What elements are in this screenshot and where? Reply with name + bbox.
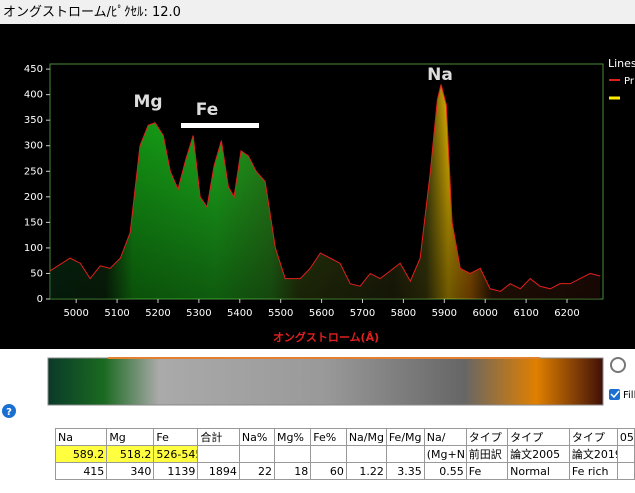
y-tick-label: 250 [24,166,43,177]
table-cell: Mg% [273,428,312,446]
table-cell [616,462,635,480]
table-cell [345,445,387,463]
y-tick-label: 0 [37,294,43,305]
table-cell: Fe [153,428,199,446]
x-tick-label: 6200 [554,308,579,319]
scale-label: オングストローム/ﾋﾟｸｾﾙ: 12.0 [0,0,635,25]
x-tick-label: 5700 [350,308,375,319]
table-cell [616,445,635,463]
table-cell: Fe rich [568,462,618,480]
table-cell: 合計 [197,428,240,446]
table-cell: Fe [465,462,509,480]
x-tick-label: 5300 [186,308,211,319]
x-axis-title: オングストローム(Å) [273,330,379,344]
help-glyph: ? [6,407,12,418]
table-cell: 60 [310,462,347,480]
table-cell: 1139 [153,462,199,480]
table-cell: タイプ [465,428,509,446]
table-cell: Na% [238,428,276,446]
fe-range-bar [181,123,259,128]
y-tick-label: 150 [24,217,43,228]
spectrum-strip [47,357,604,406]
table-row: Na Mg Fe 合計 Na% Mg% Fe% Na/Mg Fe/Mg Na/タイプ タイプ タイプ 0… [54,428,635,446]
y-tick-label: 450 [24,64,43,75]
legend-title: Lines [608,57,635,70]
spectrum-fill [50,84,601,299]
y-tick-label: 200 [24,192,43,203]
y-tick-label: 300 [24,141,43,152]
table-cell: 論文2005 [507,445,570,463]
settings-icon[interactable] [610,357,626,373]
fill-label: Fill [623,390,635,401]
table-row: 415 340 1139 1894 22 18 60 1.22 3.35 0.55 Fe Normal… [54,462,635,480]
chart: Mg Fe Na Lines オングストローム(Å) 0 50 100 150 200 2… [0,24,635,349]
table-cell [385,445,425,463]
table-cell: 22 [238,462,276,480]
table-cell: 526-545 [153,445,199,463]
table-cell: Na [54,428,108,446]
x-tick-label: 6100 [513,308,538,319]
annotation: Na [427,65,453,85]
y-tick-label: 350 [24,115,43,126]
x-tick-label: 5200 [145,308,170,319]
table-cell: Normal [507,462,570,480]
table-cell: Na/Mg [345,428,387,446]
y-tick-label: 50 [30,268,43,279]
fill-checkbox[interactable] [609,389,620,400]
table-cell [310,445,347,463]
y-tick-label: 400 [24,90,43,101]
x-tick-label: 5100 [104,308,129,319]
data-table: Na Mg Fe 合計 Na% Mg% Fe% Na/Mg Fe/Mg Na/タイプ タイプ タイプ 0… [54,428,635,480]
table-row: 589.2 518.2 526-545 (Mg+N 前田訳 論文2005 論文2019 [54,445,635,463]
table-cell: (Mg+N [423,445,467,463]
legend-label: Pr [624,76,635,87]
y-tick-label: 100 [24,243,43,254]
x-tick-label: 5900 [432,308,457,319]
table-cell [238,445,276,463]
x-tick-label: 5600 [309,308,334,319]
table-cell [273,445,312,463]
table-cell: 3.35 [385,462,425,480]
table-cell: Na/ [423,428,467,446]
table-cell: 340 [106,462,155,480]
annotation: Mg [133,92,162,112]
table-cell: 415 [54,462,108,480]
table-cell: 1894 [197,462,240,480]
table-cell: 05 [616,428,635,446]
lower-panel: Fill ? [2,357,635,418]
x-tick-label: 5400 [227,308,252,319]
help-icon[interactable] [2,404,16,418]
x-tick-label: 5000 [63,308,88,319]
table-cell: Fe/Mg [385,428,425,446]
spectrum-line [49,84,601,292]
table-cell: タイプ [507,428,570,446]
table-cell: 18 [273,462,312,480]
checkmark [610,390,620,399]
table-cell: 0.55 [423,462,467,480]
table-cell: 518.2 [106,445,155,463]
table-cell: タイプ [568,428,618,446]
annotation: Fe [196,100,218,120]
table-cell: 前田訳 [465,445,509,463]
table-cell: Mg [106,428,155,446]
table-cell [197,445,240,463]
x-tick-label: 6000 [472,308,497,319]
table-cell: Fe% [310,428,347,446]
x-tick-label: 5500 [268,308,293,319]
table-cell: 589.2 [54,445,108,463]
table-cell: 1.22 [345,462,387,480]
plot-background [0,24,635,349]
table-cell: 論文2019 [568,445,618,463]
x-tick-label: 5800 [391,308,416,319]
